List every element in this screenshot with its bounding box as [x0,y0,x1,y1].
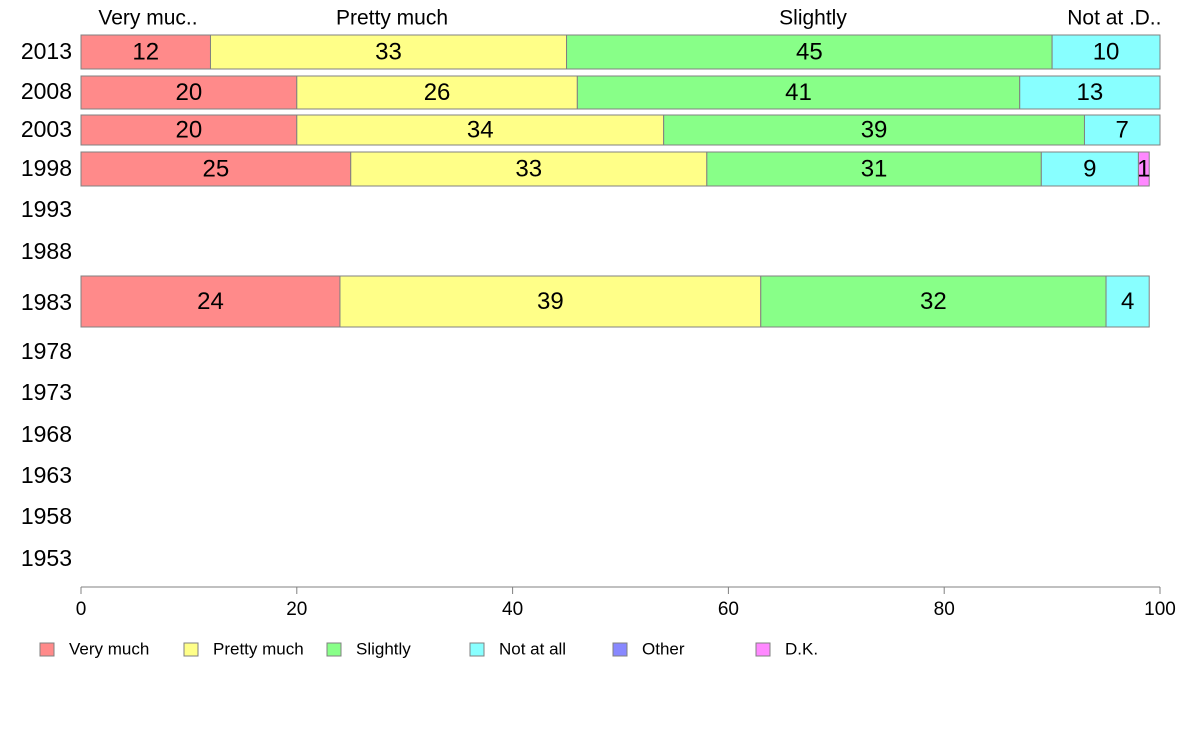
bar-value-1998-very-much: 25 [203,155,230,182]
column-header-1: Pretty much [336,7,448,30]
year-label-1988: 1988 [21,238,72,264]
bar-value-2008-not-at-all: 13 [1077,79,1104,106]
x-tick-label-60: 60 [718,599,739,620]
bar-value-1983-slightly: 32 [920,288,947,315]
bar-1983-slightly [760,275,1107,328]
year-label-1993: 1993 [21,196,72,222]
x-tick-label-100: 100 [1144,599,1176,620]
bar-2013-slightly [566,34,1053,70]
year-label-1973: 1973 [21,379,72,405]
bar-value-1983-very-much: 24 [197,288,224,315]
bar-1983-pretty-much [339,275,762,328]
bar-value-2008-pretty-much: 26 [424,79,451,106]
bar-value-1998-not-at-all: 9 [1083,155,1096,182]
legend-label-not-at-all: Not at all [499,639,566,658]
x-tick-label-80: 80 [934,599,955,620]
column-header-4: D.. [1135,7,1162,30]
legend-swatch-d-k- [755,642,771,657]
bar-2003-very-much [80,114,298,146]
bar-1998-very-much [80,151,352,187]
bar-2008-very-much [80,75,298,110]
column-header-3: Not at .. [1067,7,1141,30]
bar-2013-pretty-much [209,34,568,70]
bar-value-1998-d-k-: 1 [1137,155,1150,182]
legend-swatch-very-much [39,642,55,657]
legend-label-very-much: Very much [69,639,149,658]
bar-value-1983-pretty-much: 39 [537,288,564,315]
bar-value-2013-very-much: 12 [132,38,159,65]
bar-value-2008-slightly: 41 [785,79,812,106]
bar-value-2003-slightly: 39 [861,116,888,143]
legend-label-other: Other [642,639,685,658]
bar-value-2003-not-at-all: 7 [1116,116,1129,143]
legend-label-slightly: Slightly [356,639,411,658]
legend-swatch-not-at-all [469,642,485,657]
bar-2008-pretty-much [296,75,578,110]
year-label-1978: 1978 [21,338,72,364]
bar-1998-pretty-much [350,151,708,187]
year-label-1968: 1968 [21,421,72,447]
bar-1998-not-at-all [1040,151,1139,187]
bar-value-2003-very-much: 20 [176,116,203,143]
bar-2003-pretty-much [296,114,665,146]
x-tick-label-20: 20 [286,599,307,620]
bar-2013-very-much [80,34,211,70]
year-label-2008: 2008 [21,78,72,104]
bar-value-2008-very-much: 20 [176,79,203,106]
legend-label-pretty-much: Pretty much [213,639,304,658]
bar-value-1998-pretty-much: 33 [515,155,542,182]
bar-2013-not-at-all [1051,34,1161,70]
column-header-2: Slightly [779,7,847,30]
year-label-2013: 2013 [21,38,72,64]
legend-swatch-slightly [326,642,342,657]
column-header-0: Very muc.. [98,7,197,30]
legend-label-d-k-: D.K. [785,639,818,658]
legend-swatch-pretty-much [183,642,199,657]
x-tick-label-40: 40 [502,599,523,620]
bar-1983-not-at-all [1105,275,1150,328]
bar-1998-d-k- [1137,151,1150,187]
bar-value-2013-slightly: 45 [796,38,823,65]
bar-2003-not-at-all [1083,114,1161,146]
x-tick-label-0: 0 [76,599,87,620]
bar-value-1983-not-at-all: 4 [1121,288,1134,315]
year-label-2003: 2003 [21,116,72,142]
bar-2008-slightly [576,75,1021,110]
bar-value-2013-not-at-all: 10 [1093,38,1120,65]
year-label-1958: 1958 [21,503,72,529]
bar-value-2013-pretty-much: 33 [375,38,402,65]
year-label-1998: 1998 [21,155,72,181]
bar-value-2003-pretty-much: 34 [467,116,494,143]
legend-swatch-other [612,642,628,657]
bar-2008-not-at-all [1019,75,1161,110]
year-label-1983: 1983 [21,289,72,315]
year-label-1953: 1953 [21,545,72,571]
bar-value-1998-slightly: 31 [861,155,888,182]
year-label-1963: 1963 [21,462,72,488]
